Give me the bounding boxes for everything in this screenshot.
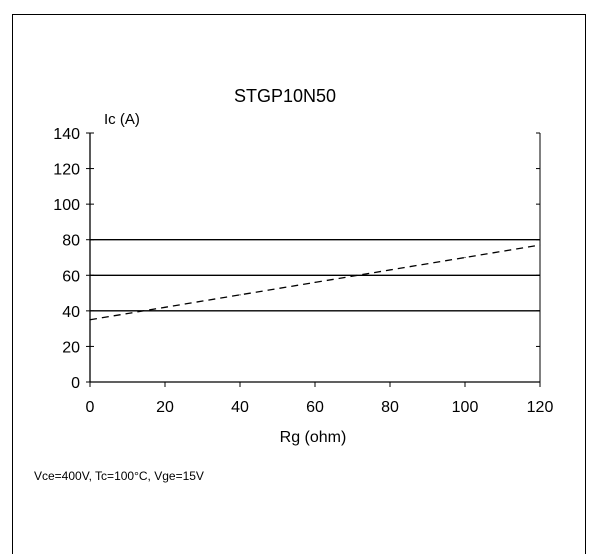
data-point-0-4: [389, 269, 391, 271]
y-tick-label-120: 120: [53, 162, 80, 179]
chart-caption: Vce=400V, Tc=100°C, Vge=15V: [34, 469, 204, 483]
y-axis-label: Ic (A): [104, 111, 140, 128]
y-tick-label-40: 40: [62, 304, 80, 321]
y-tick-label-100: 100: [53, 197, 80, 214]
x-tick-label-0: 0: [86, 399, 95, 416]
x-axis-label: Rg (ohm): [280, 429, 347, 446]
chart-frame: [12, 14, 586, 554]
y-tick-label-20: 20: [62, 339, 80, 356]
data-point-0-2: [239, 294, 241, 296]
x-tick-label-20: 20: [156, 399, 174, 416]
x-tick-label-120: 120: [527, 399, 554, 416]
data-point-0-0: [89, 319, 91, 321]
x-tick-label-40: 40: [231, 399, 249, 416]
data-point-0-5: [464, 256, 466, 259]
data-point-0-6: [539, 244, 541, 246]
y-tick-label-140: 140: [53, 126, 80, 143]
x-tick-label-80: 80: [381, 399, 399, 416]
data-point-0-3: [314, 281, 316, 283]
y-tick-label-60: 60: [62, 268, 80, 285]
x-tick-label-100: 100: [452, 399, 479, 416]
plot-area: 0 20 40 60 80 100 120 140 0 20 40 60 80 100 120: [53, 126, 553, 416]
data-point-0-1: [164, 306, 166, 308]
chart-title: STGP10N50: [234, 86, 336, 106]
x-tick-label-60: 60: [306, 399, 324, 416]
y-tick-label-0: 0: [71, 375, 80, 392]
y-tick-label-80: 80: [62, 233, 80, 250]
